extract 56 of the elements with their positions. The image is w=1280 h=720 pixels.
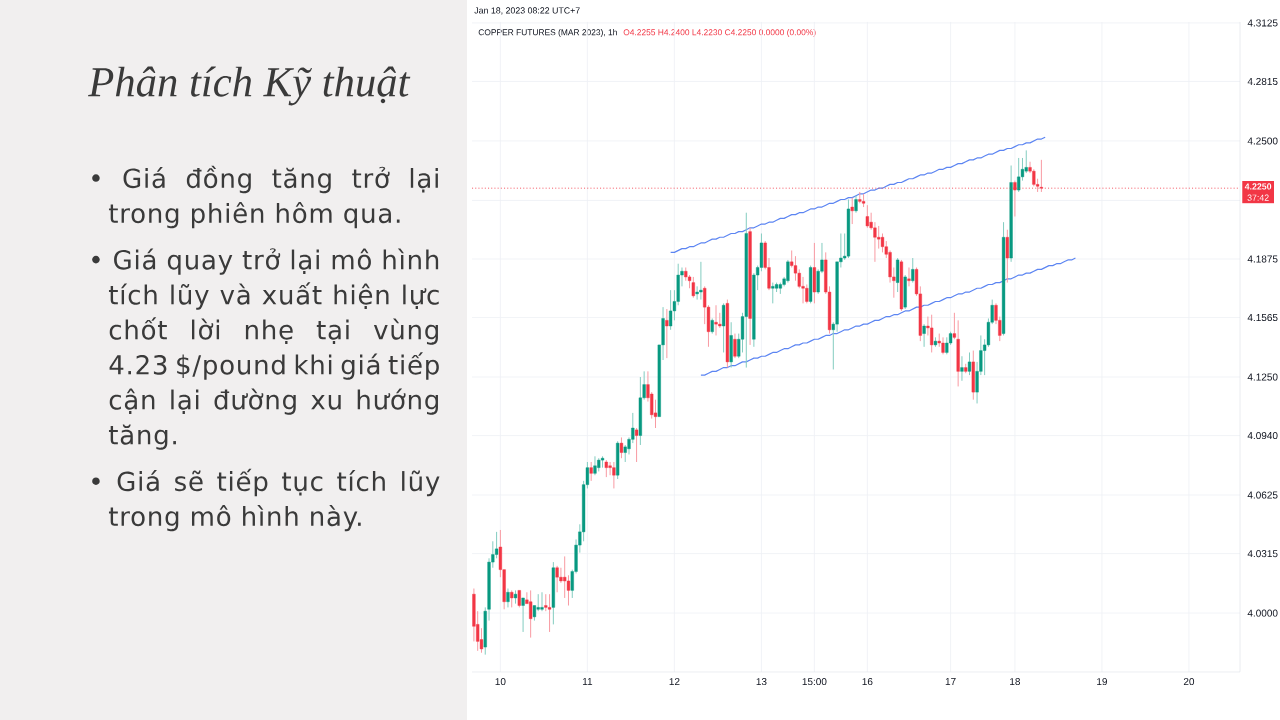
candlestick [907, 266, 911, 287]
x-tick-label: 11 [582, 678, 593, 685]
candlestick [896, 257, 900, 293]
candlestick [771, 282, 775, 304]
y-tick-label: 4.0315 [1247, 550, 1278, 558]
y-tick-label: 4.0940 [1247, 432, 1278, 440]
x-tick-label: 16 [862, 678, 873, 686]
candlestick [699, 261, 703, 301]
x-tick-label: 20 [1183, 678, 1195, 686]
text: • Giá sẽ tiếp tục tích lũy trong mô hình này. [92, 468, 440, 532]
candlestick [911, 257, 915, 284]
candlestick [669, 289, 673, 331]
candlestick [555, 565, 559, 593]
x-tick-label: 19 [1097, 678, 1107, 686]
candlestick [1017, 157, 1021, 193]
candlestick [865, 204, 869, 229]
x-tick-label: 17 [945, 678, 956, 685]
text: Jan 18, 2023 08:22 UTC+7 [474, 7, 580, 15]
y-tick-label: 4.1250 [1247, 373, 1278, 381]
y-tick-label: 4.0625 [1247, 491, 1278, 499]
y-tick-label: 4.1565 [1247, 313, 1278, 322]
annotation: O4.2255 H4.2400 L4.2230 C4.2250 0.0000 (0.00%) [623, 29, 816, 37]
x-tick-label: 18 [1010, 678, 1021, 686]
candlestick [593, 455, 597, 476]
text: Phân tích Kỹ thuật [88, 66, 411, 106]
y-tick-label: 4.3125 [1247, 19, 1278, 27]
text: COPPER FUTURES (MAR 2023), 1h [478, 29, 617, 37]
y-tick-label: 4.2815 [1247, 77, 1278, 86]
candlestick [850, 197, 854, 225]
y-tick-label: 4.0000 [1247, 609, 1278, 617]
y-tick-label: 4.2500 [1247, 137, 1278, 145]
candlestick [960, 355, 964, 382]
candlestick [786, 259, 790, 284]
candlestick [665, 308, 669, 359]
candlestick [540, 591, 544, 612]
candlestick [922, 323, 926, 348]
candlestick [952, 312, 956, 340]
text: 37:42 [1247, 194, 1269, 201]
candlestick [495, 531, 499, 559]
y-tick-label: 4.1875 [1247, 255, 1278, 263]
candlestick [589, 461, 593, 482]
candlestick [733, 333, 737, 359]
ref-line-label: 4.2250 [1244, 183, 1272, 190]
x-tick-label: 13 [756, 678, 767, 686]
candlestick [612, 461, 616, 489]
candlestick [714, 304, 718, 336]
text: • Giá quay trở lại mô hình tích lũy và xuất hiện lực chốt lời nhẹ tại vùng 4.23 $/pound khi giá tiếp cận lại đường xu hướng tăng. [92, 248, 439, 450]
x-tick-label: 12 [669, 678, 680, 686]
candlestick [619, 436, 624, 459]
x-tick-label: 10 [495, 678, 506, 686]
candlestick [634, 427, 639, 463]
candlestick [1005, 229, 1009, 284]
x-tick-label: 15:00 [802, 678, 827, 686]
text: • Giá đồng tăng trở lại trong phiên hôm qua. [92, 165, 438, 229]
candlestick [521, 597, 525, 633]
candlestick [506, 588, 510, 608]
